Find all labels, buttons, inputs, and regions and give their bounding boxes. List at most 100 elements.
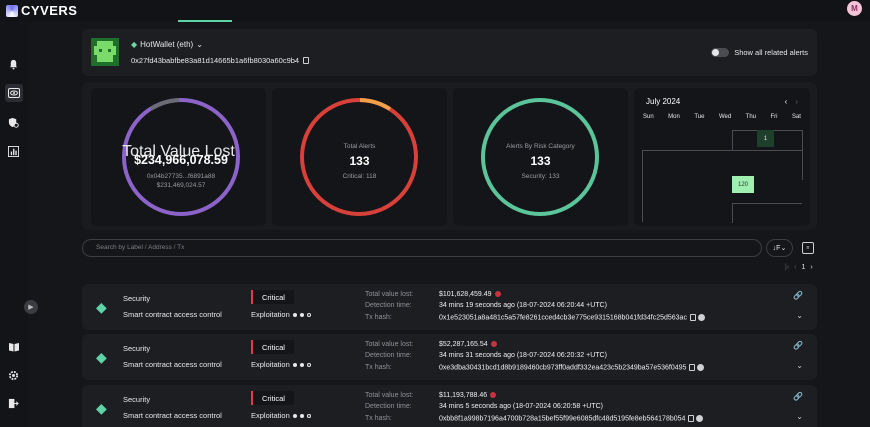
ethereum-icon: ◆ [96, 400, 107, 416]
wallet-address-line: 0x27fd43babfbe83a81d14665b1a6fb8030a60c9… [131, 56, 310, 65]
value-lost: $101,628,459.49 [439, 291, 492, 298]
alert-name: Smart contract access control [123, 360, 222, 369]
detection-time-label: Detection time: [365, 302, 412, 309]
weekday: Wed [718, 114, 732, 120]
copy-icon[interactable] [303, 57, 310, 64]
cyvers-logo-icon [6, 4, 18, 17]
app-title: CYVERS [21, 3, 78, 18]
prev-page-button[interactable]: ‹ [794, 264, 797, 271]
total-value-lost-ring [122, 98, 240, 216]
total-value-lost-card: Total Value Lost $234,966,078.59 0x04b27… [91, 88, 266, 226]
alerts-title: Total Alerts [343, 143, 376, 150]
wallet-identicon [91, 38, 119, 66]
next-page-button[interactable]: › [810, 264, 813, 271]
weekday: Fri [770, 114, 778, 120]
tvl-title: Total Value Lost [122, 143, 235, 160]
wallet-name: HotWallet (eth) [140, 40, 194, 49]
chevron-down-icon[interactable]: ⌄ [796, 361, 803, 370]
copy-icon[interactable] [689, 364, 696, 371]
alerts-critical: Critical: 118 [342, 173, 377, 180]
user-avatar[interactable]: M [847, 1, 862, 16]
chevron-down-icon[interactable]: ⌄ [796, 311, 803, 320]
wallet-address: 0x27fd43babfbe83a81d14665b1a6fb8030a60c9… [131, 56, 300, 65]
bar-chart-icon[interactable] [7, 145, 20, 158]
value-lost: $11,193,788.46 [439, 392, 488, 399]
calendar-grid: 1 120 [642, 128, 803, 224]
tx-hash-label: Tx hash: [365, 314, 392, 321]
status-dot-icon [494, 291, 501, 298]
tx-hash-line: 0xbb8f1a998b7196a4700b728a15bef55f99e608… [439, 415, 704, 423]
alert-type: Security [123, 344, 151, 353]
copy-icon[interactable] [688, 415, 695, 422]
exploitation-level [293, 363, 311, 367]
search-placeholder: Search by Label / Address / Tx [96, 244, 185, 251]
bell-icon[interactable] [7, 58, 20, 71]
tx-hash-line: 0xe3dba30431bcd1d8b9189460cb973ff0addf33… [439, 364, 705, 372]
active-tab-indicator [178, 20, 232, 22]
alert-row[interactable]: ◆ Security Smart contract access control… [82, 284, 817, 330]
explorer-icon[interactable] [697, 314, 705, 321]
severity-badge: Critical [251, 290, 294, 304]
book-icon[interactable] [7, 340, 20, 353]
alert-row[interactable]: ◆ Security Smart contract access control… [82, 385, 817, 427]
eye-icon[interactable] [5, 84, 23, 102]
tvl-address: 0x04b27735...f6891a88 [146, 173, 216, 180]
value-lost-line: $101,628,459.49 [439, 291, 501, 298]
show-related-toggle[interactable] [711, 48, 730, 57]
sort-button[interactable]: ↓F ⌄ [766, 239, 793, 257]
weekday: Tue [694, 114, 705, 120]
link-icon[interactable]: 🔗 [793, 392, 803, 401]
first-page-button[interactable]: |‹ [785, 264, 790, 271]
explorer-icon[interactable] [696, 415, 704, 422]
shield-gear-icon[interactable] [7, 116, 20, 129]
link-icon[interactable]: 🔗 [793, 291, 803, 300]
calendar-title: July 2024 [646, 97, 681, 106]
logo[interactable]: CYVERS [6, 3, 77, 18]
play-icon[interactable]: ▶ [24, 300, 38, 314]
alerts-value: 133 [349, 154, 370, 168]
weekday: Sat [791, 114, 801, 120]
tvl-amount: $231,469,024.57 [156, 182, 206, 189]
wallet-selector[interactable]: ◆ HotWallet (eth) ⌄ [131, 40, 203, 49]
search-input[interactable]: Search by Label / Address / Tx [82, 239, 762, 257]
total-alerts-card: Total Alerts 133 Critical: 118 [272, 88, 447, 226]
explorer-icon[interactable] [697, 364, 705, 371]
ethereum-icon: ◆ [96, 349, 107, 365]
alert-type: Security [123, 294, 151, 303]
risk-category-card: Alerts By Risk Category 133 Security: 13… [453, 88, 628, 226]
gear-icon[interactable] [7, 369, 20, 382]
alert-name: Smart contract access control [123, 411, 222, 420]
status-dot-icon [490, 341, 497, 348]
logout-icon[interactable] [7, 397, 20, 410]
calendar-day-cell[interactable]: 1 [757, 130, 774, 147]
pagination: |‹ ‹ 1 › [785, 264, 813, 271]
ethereum-icon: ◆ [96, 299, 107, 315]
alert-row[interactable]: ◆ Security Smart contract access control… [82, 334, 817, 380]
copy-icon[interactable] [689, 314, 696, 321]
current-page: 1 [801, 264, 806, 271]
weekday: Mon [668, 114, 680, 120]
severity-badge: Critical [251, 391, 294, 405]
tx-hash-label: Tx hash: [365, 415, 392, 422]
filter-icon[interactable]: ≡ [802, 242, 814, 254]
tx-hash: 0xbb8f1a998b7196a4700b728a15bef55f99e608… [439, 415, 686, 423]
tx-hash: 0xe3dba30431bcd1d8b9189460cb973ff0addf33… [439, 364, 687, 372]
calendar-prev-button[interactable]: ‹ [784, 97, 788, 106]
value-lost: $52,287,165.54 [439, 341, 488, 348]
show-related-label: Show all related alerts [734, 48, 808, 57]
value-lost-label: Total value lost: [365, 291, 414, 298]
value-lost-label: Total value lost: [365, 392, 414, 399]
exploitation-label: Exploitation [251, 360, 290, 369]
link-icon[interactable]: 🔗 [793, 341, 803, 350]
weekday: Sun [643, 114, 654, 120]
alert-type: Security [123, 395, 151, 404]
show-related-toggle-wrap: Show all related alerts [711, 48, 808, 57]
calendar-day-cell[interactable]: 120 [732, 176, 754, 193]
tx-hash: 0x1e523051a8a481c5a57fe8261cced4cb3e775c… [439, 314, 687, 322]
exploitation-label: Exploitation [251, 411, 290, 420]
detection-time: 34 mins 5 seconds ago (18-07-2024 06:20:… [439, 403, 604, 410]
weekday: Thu [745, 114, 756, 120]
detection-time-label: Detection time: [365, 403, 412, 410]
calendar-next-button[interactable]: › [795, 97, 798, 106]
chevron-down-icon[interactable]: ⌄ [796, 412, 803, 421]
